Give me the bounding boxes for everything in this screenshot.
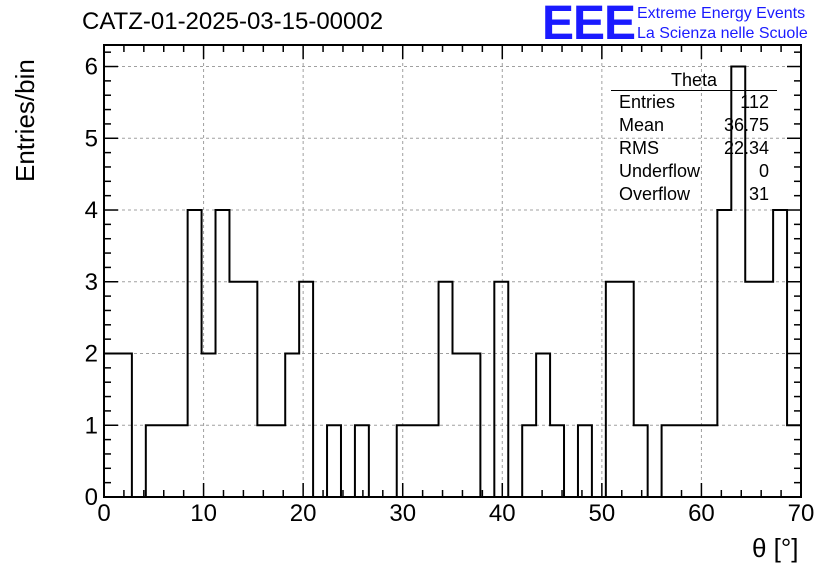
- stats-label: Underflow: [619, 161, 701, 181]
- stats-row: Mean 36.75: [611, 114, 777, 137]
- stats-value: 112: [740, 92, 769, 112]
- y-tick-label: 3: [85, 269, 98, 296]
- plot-frame: [103, 44, 802, 498]
- stats-label: RMS: [619, 138, 659, 158]
- stats-row: RMS 22.34: [611, 137, 777, 160]
- x-tick-label: 0: [97, 500, 110, 527]
- tick-labels: 0 10 20 30 40 50 60 70 0 1 2 3 4 5 6: [85, 54, 815, 527]
- y-tick-label: 2: [85, 341, 98, 368]
- x-tick-label: 30: [389, 500, 416, 527]
- logo-line-2: La Scienza nelle Scuole: [637, 25, 808, 42]
- x-tick-label: 60: [688, 500, 715, 527]
- eee-logo: EEE: [542, 0, 636, 50]
- x-tick-label: 70: [788, 500, 815, 527]
- axis-ticks: [103, 45, 802, 498]
- x-tick-label: 20: [290, 500, 317, 527]
- y-tick-label: 6: [85, 54, 98, 81]
- stats-box: Theta Entries 112 Mean 36.75 RMS 22.34 U…: [611, 70, 777, 206]
- stats-row: Entries 112: [611, 91, 777, 114]
- y-tick-label: 0: [85, 484, 98, 511]
- stats-value: 36.75: [723, 115, 769, 135]
- stats-value: 22.34: [723, 138, 769, 158]
- stats-value: 31: [748, 184, 769, 204]
- histogram-series: [104, 65, 801, 498]
- y-tick-label: 4: [85, 197, 98, 224]
- stats-row: Underflow 0: [611, 160, 777, 183]
- stats-label: Entries: [619, 92, 676, 112]
- x-axis-label: θ [°]: [752, 533, 799, 563]
- stats-label: Overflow: [619, 184, 691, 204]
- stats-title: Theta: [611, 70, 777, 91]
- y-tick-label: 5: [85, 125, 98, 152]
- stats-row: Overflow 31: [611, 183, 777, 206]
- y-axis-label: Entries/bin: [10, 59, 40, 182]
- chart-title: CATZ-01-2025-03-15-00002: [82, 8, 384, 35]
- stats-label: Mean: [619, 115, 665, 135]
- x-tick-label: 10: [190, 500, 217, 527]
- logo-line-1: Extreme Energy Events: [637, 5, 806, 22]
- stats-value: 0: [758, 161, 769, 181]
- y-tick-label: 1: [85, 412, 98, 439]
- histogram-line: [104, 65, 801, 498]
- x-tick-label: 40: [489, 500, 516, 527]
- x-tick-label: 50: [589, 500, 616, 527]
